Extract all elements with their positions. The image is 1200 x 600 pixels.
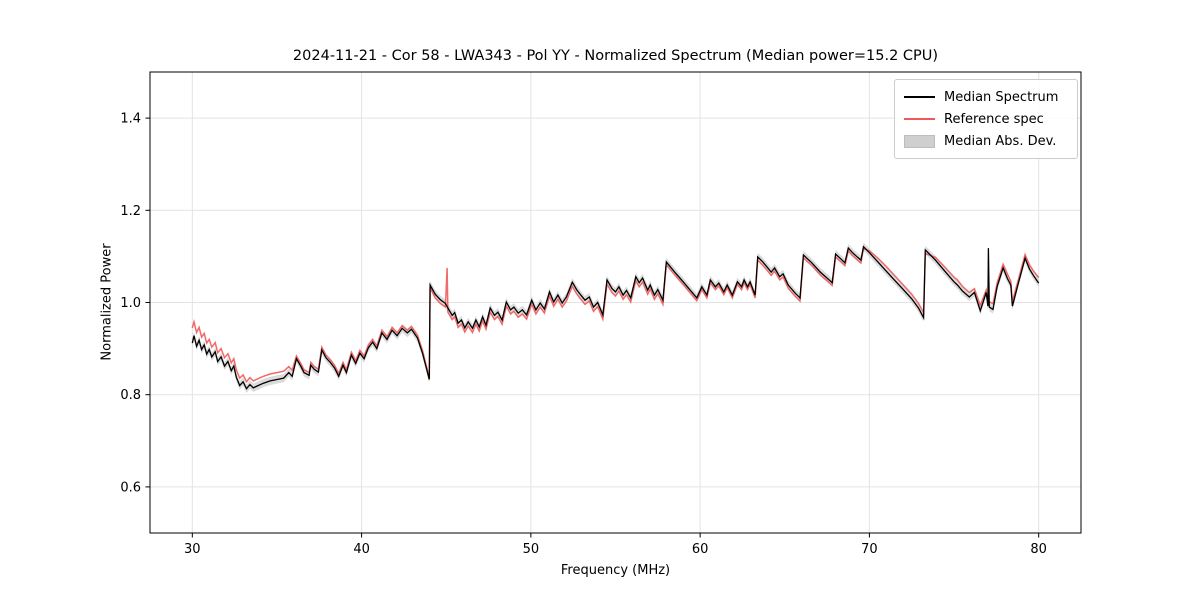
svg-text:0.8: 0.8 xyxy=(120,388,141,403)
svg-text:60: 60 xyxy=(692,542,709,557)
svg-text:1.2: 1.2 xyxy=(120,204,141,219)
legend-item-median-abs-dev: Median Abs. Dev. xyxy=(904,130,1067,152)
median-spectrum-line-swatch xyxy=(904,96,935,98)
legend-item-median-spectrum: Median Spectrum xyxy=(904,86,1067,108)
y-tick-labels: 0.6 0.8 1.0 1.2 1.4 xyxy=(120,112,150,495)
x-axis-label: Frequency (MHz) xyxy=(560,563,671,578)
y-axis-label: Normalized Power xyxy=(99,243,115,361)
svg-text:70: 70 xyxy=(861,542,878,557)
svg-text:40: 40 xyxy=(353,542,370,557)
svg-text:50: 50 xyxy=(523,542,540,557)
legend-item-reference-spec: Reference spec xyxy=(904,108,1067,130)
legend-label-reference-spec: Reference spec xyxy=(944,111,1044,127)
svg-text:1.0: 1.0 xyxy=(120,296,141,311)
median-spectrum-line xyxy=(191,245,1040,390)
median-abs-dev-patch-swatch xyxy=(904,134,935,148)
reference-spec-line-swatch xyxy=(904,118,935,120)
svg-text:80: 80 xyxy=(1030,542,1047,557)
legend-label-median-spectrum: Median Spectrum xyxy=(944,89,1059,105)
reference-spec-line xyxy=(191,247,1040,384)
svg-text:30: 30 xyxy=(184,542,201,557)
legend: Median Spectrum Reference spec Median Ab… xyxy=(894,79,1078,159)
legend-label-median-abs-dev: Median Abs. Dev. xyxy=(944,133,1057,149)
x-tick-labels: 30 40 50 60 70 80 xyxy=(184,533,1047,557)
svg-text:0.6: 0.6 xyxy=(120,480,141,495)
chart-title: 2024-11-21 - Cor 58 - LWA343 - Pol YY - … xyxy=(292,48,939,64)
svg-text:1.4: 1.4 xyxy=(120,112,141,127)
